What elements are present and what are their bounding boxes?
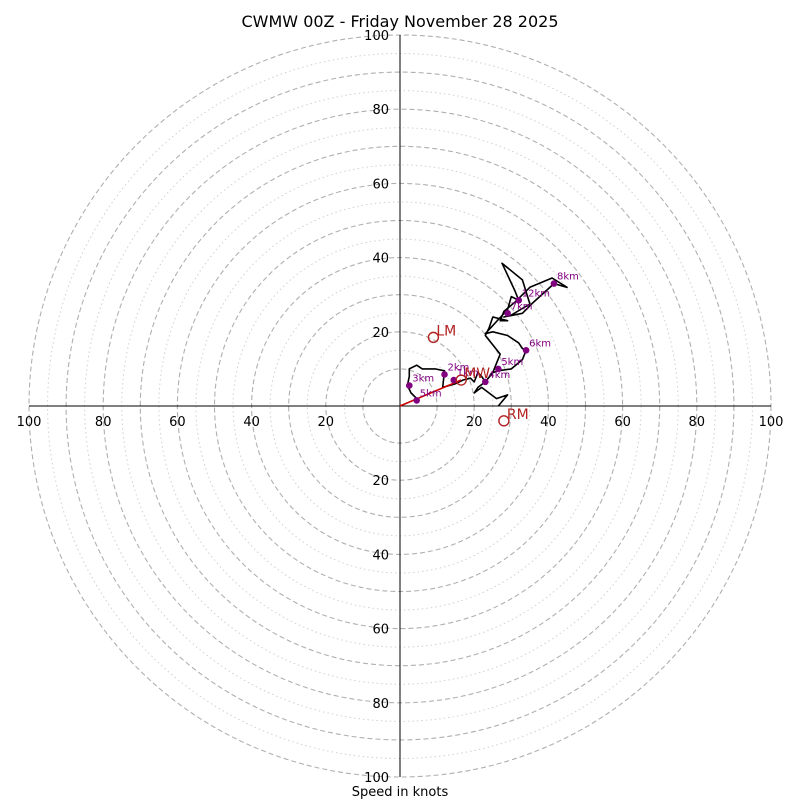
y-tick-label: 100: [364, 771, 389, 786]
height-marker-dot: [441, 371, 448, 378]
x-tick-label: 20: [466, 415, 483, 430]
y-tick-label: 80: [372, 697, 389, 712]
height-marker-label: 2km: [448, 362, 470, 373]
y-tick-label: 40: [372, 548, 389, 563]
x-tick-label: 40: [243, 415, 260, 430]
storm-motion-marker: [498, 415, 510, 427]
storm-motion-marker: [427, 331, 440, 344]
height-marker-label: 12km: [522, 288, 550, 299]
storm-motion-label: RM: [507, 407, 529, 423]
y-tick-label: 20: [372, 326, 389, 341]
height-marker-dot: [405, 382, 413, 389]
height-marker-label: 7km: [511, 301, 533, 312]
height-marker-label: 8km: [557, 272, 579, 283]
storm-motion-vector: [399, 379, 462, 407]
x-axis-label: Speed in knots: [352, 785, 449, 800]
x-tick-label: 40: [540, 415, 557, 430]
x-tick-label: 60: [169, 415, 186, 430]
y-tick-label: 100: [364, 29, 389, 44]
height-marker-label: 1km: [457, 368, 479, 379]
height-marker-label: 5km: [420, 388, 442, 399]
height-marker-label: 5km: [501, 357, 523, 368]
tick-labels: 100 80 60 40 20 20 40 60 80 100 100 80 60 40 20 20 40 60 8…: [17, 29, 784, 786]
height-marker-label: 6km: [529, 338, 551, 349]
height-marker-label: 3km: [412, 374, 434, 385]
height-marker-dot: [413, 397, 420, 404]
y-tick-label: 20: [372, 474, 389, 489]
x-tick-label: 60: [614, 415, 631, 430]
x-tick-label: 80: [95, 415, 112, 430]
height-marker-dot: [482, 378, 489, 386]
x-tick-label: 20: [318, 415, 335, 430]
height-marker-dot: [450, 376, 458, 384]
height-marker-dot: [550, 280, 558, 287]
height-marker-dot: [522, 347, 530, 354]
storm-motion-markers: LM MW RM: [427, 323, 529, 427]
x-tick-label: 80: [689, 415, 706, 430]
storm-motion-marker: [455, 374, 467, 386]
height-marker-label: 4km: [488, 370, 510, 381]
storm-motion-label: LM: [436, 323, 456, 339]
y-tick-label: 60: [372, 623, 389, 638]
storm-motion-label: MW: [464, 366, 490, 382]
y-tick-label: 40: [372, 252, 389, 267]
x-tick-label: 100: [759, 415, 784, 430]
chart-title: CWMW 00Z - Friday November 28 2025: [241, 12, 558, 31]
bunkers-vector: [399, 379, 462, 407]
height-marker-dot: [515, 296, 523, 304]
height-marker-dot: [504, 309, 511, 317]
x-tick-label: 100: [17, 415, 42, 430]
y-tick-label: 80: [372, 103, 389, 118]
height-marker-dot: [495, 365, 502, 373]
y-tick-label: 60: [372, 177, 389, 192]
